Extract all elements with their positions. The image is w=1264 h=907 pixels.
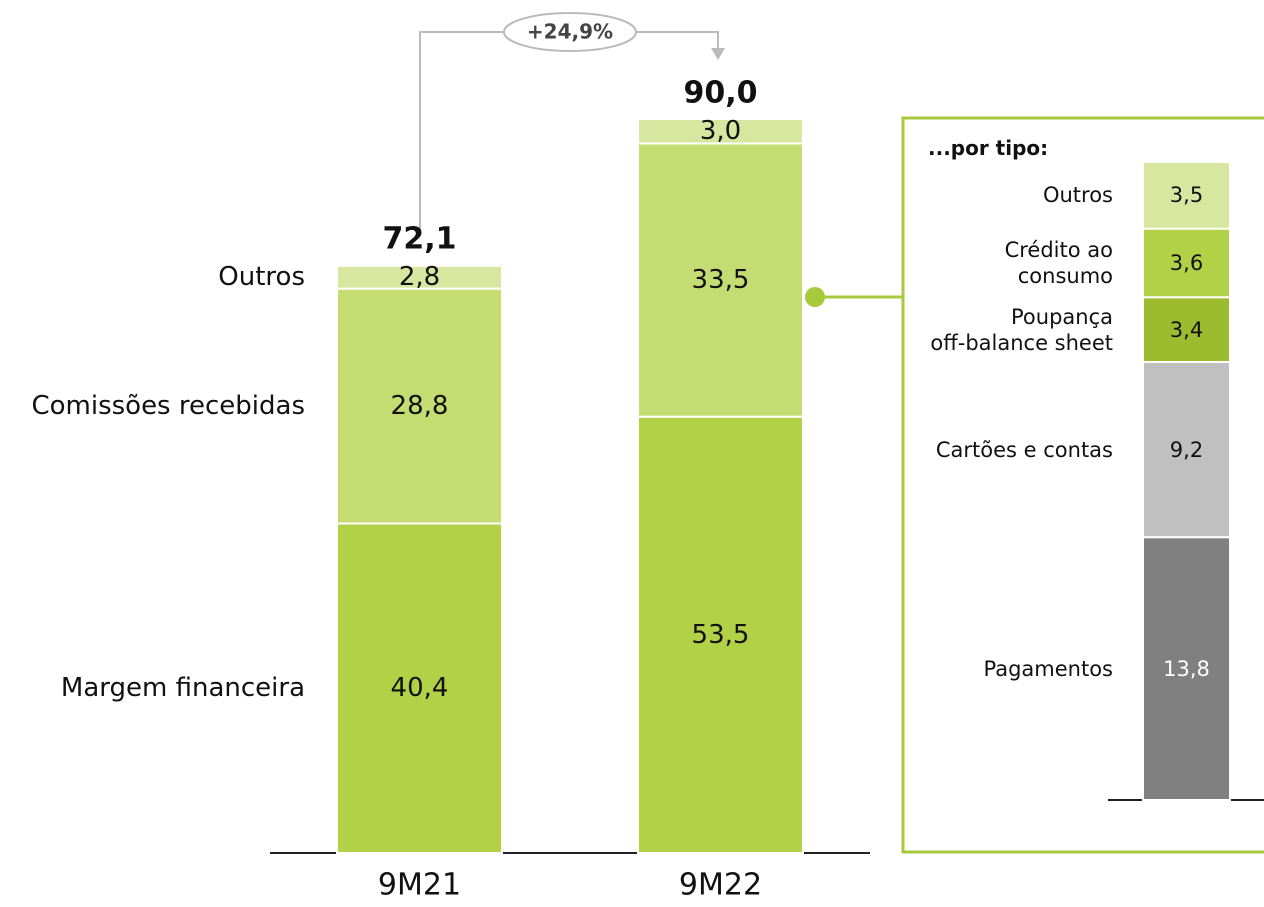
bar-segment [637, 118, 804, 145]
growth-badge [503, 12, 637, 52]
bar-segment [1142, 536, 1231, 801]
total-label: 90,0 [683, 75, 758, 111]
bar-segment [336, 264, 503, 290]
series-label: Margem financeira [60, 673, 305, 703]
inset-box [901, 116, 1264, 854]
value-label: 9,2 [1169, 437, 1204, 462]
value-label: 2,8 [398, 261, 441, 292]
value-label: 3,6 [1169, 250, 1204, 275]
value-label: 3,5 [1169, 183, 1204, 208]
arrowhead [711, 48, 725, 60]
connector-dot [805, 287, 825, 307]
series-label: Poupança off-balance sheet [930, 304, 1113, 355]
series-label: Outros [218, 261, 305, 292]
bar-segment [1142, 296, 1231, 363]
value-label: 33,5 [691, 264, 750, 295]
bar-segment [1142, 360, 1231, 539]
series-label: Cartões e contas [935, 437, 1113, 462]
bar-segment [1142, 227, 1231, 299]
value-label: 53,5 [691, 619, 750, 650]
bar-segment [1142, 161, 1231, 230]
growth-label: +24,9% [526, 19, 614, 44]
bar-segment [336, 522, 503, 854]
series-label: Outros [1042, 183, 1113, 208]
value-label: 40,4 [390, 673, 449, 703]
x-tick-label: 9M21 [377, 867, 462, 903]
bar-segment [336, 287, 503, 525]
bar-segment [637, 415, 804, 854]
bar-segment [637, 142, 804, 418]
growth-connector [419, 31, 505, 232]
total-label: 72,1 [382, 221, 457, 257]
series-label: Comissões recebidas [31, 390, 305, 421]
value-label: 13,8 [1163, 656, 1210, 681]
x-tick-label: 9M22 [678, 867, 763, 903]
growth-connector [635, 31, 719, 50]
series-label: Crédito ao consumo [1004, 237, 1113, 288]
value-label: 3,0 [699, 115, 742, 146]
series-label: Pagamentos [983, 656, 1114, 681]
value-label: 3,4 [1169, 317, 1204, 342]
inset-title: ...por tipo: [928, 136, 1049, 160]
value-label: 28,8 [390, 390, 449, 421]
